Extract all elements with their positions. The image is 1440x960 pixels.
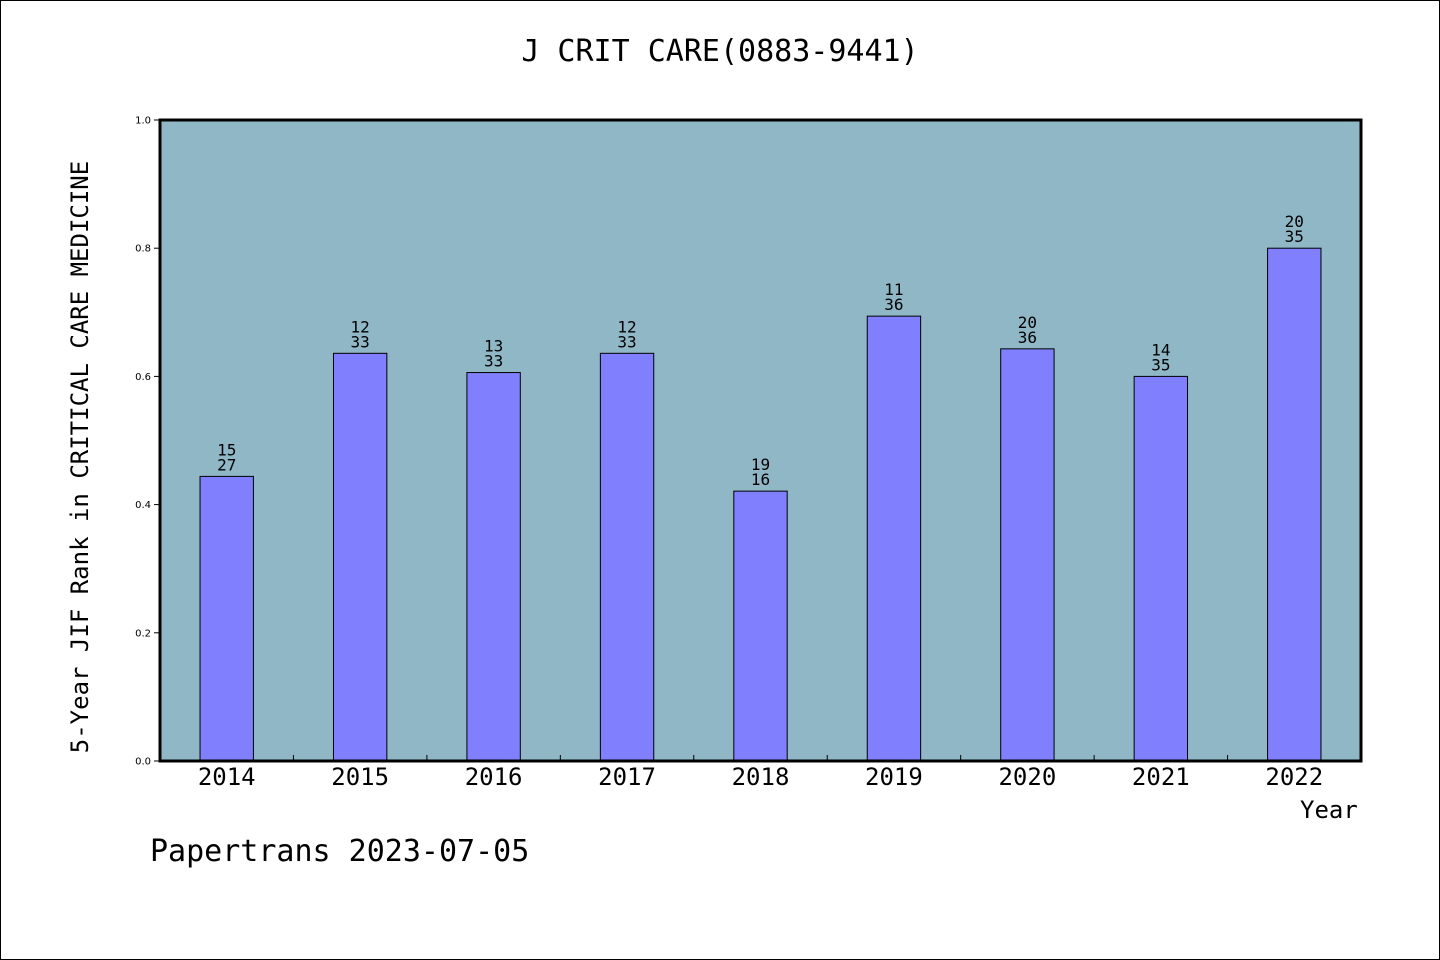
bar-label-top: 19 <box>751 455 770 474</box>
bar-label-bottom: 36 <box>884 295 903 314</box>
bar-label-bottom: 33 <box>351 332 370 351</box>
bar <box>199 475 254 762</box>
bar-label-top: 12 <box>351 317 370 336</box>
chart-title: J CRIT CARE(0883-9441) <box>521 34 919 69</box>
bar-label-top: 13 <box>484 337 503 356</box>
bar <box>1267 247 1322 762</box>
x-tick-label: 2021 <box>1132 763 1190 791</box>
bar-label-top: 20 <box>1285 212 1304 231</box>
y-tick-label: 1.0 <box>135 116 151 127</box>
bar-label-top: 14 <box>1151 340 1170 359</box>
bar-label-top: 12 <box>617 317 636 336</box>
bar <box>599 352 655 762</box>
bar-label-bottom: 33 <box>484 352 503 371</box>
bar <box>466 372 521 762</box>
y-tick-label: 0.0 <box>135 757 151 768</box>
bar-label-bottom: 27 <box>217 455 236 474</box>
x-tick-label: 2020 <box>998 763 1056 791</box>
x-tick-label: 2016 <box>465 763 523 791</box>
bar-label-bottom: 35 <box>1285 227 1304 246</box>
bar-label-bottom: 35 <box>1151 355 1170 374</box>
x-tick-label: 2014 <box>198 763 256 791</box>
plot-border <box>158 118 1363 763</box>
bar <box>332 352 388 762</box>
bar <box>1133 375 1189 762</box>
bar-label-bottom: 16 <box>751 470 770 489</box>
footer-text: Papertrans 2023-07-05 <box>150 834 530 869</box>
bar <box>866 315 922 762</box>
bar <box>1000 348 1055 762</box>
x-tick-label: 2018 <box>732 763 790 791</box>
y-tick-label: 0.6 <box>135 372 151 383</box>
x-tick-label: 2015 <box>331 763 389 791</box>
bar-label-bottom: 33 <box>617 332 636 351</box>
x-tick-label: 2019 <box>865 763 923 791</box>
bar-label-top: 15 <box>217 440 236 459</box>
bar-label-bottom: 36 <box>1018 328 1037 347</box>
bar-label-top: 20 <box>1018 313 1037 332</box>
bar <box>733 490 788 762</box>
x-tick-label: 2022 <box>1265 763 1323 791</box>
x-axis-label: Year <box>1300 796 1358 824</box>
x-tick-label: 2017 <box>598 763 656 791</box>
bar-label-top: 11 <box>884 280 903 299</box>
y-tick-label: 0.8 <box>135 244 151 255</box>
y-tick-label: 0.4 <box>135 500 151 511</box>
y-tick-label: 0.2 <box>135 628 151 639</box>
